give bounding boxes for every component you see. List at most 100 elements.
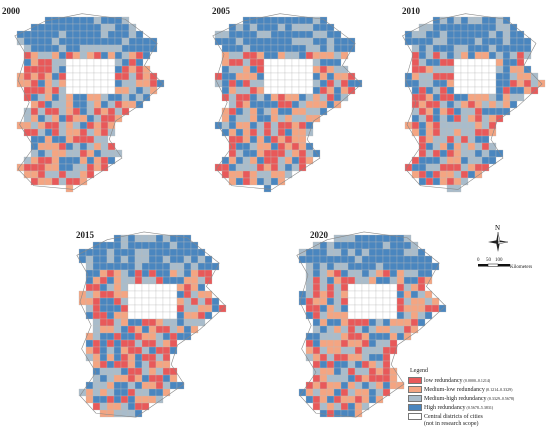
county-cell xyxy=(354,360,363,369)
county-cell xyxy=(375,374,384,383)
county-cell xyxy=(340,318,349,327)
county-cell xyxy=(65,156,74,165)
county-cell xyxy=(134,381,143,390)
county-cell xyxy=(319,311,328,320)
county-cell xyxy=(155,241,164,250)
county-cell xyxy=(148,311,157,320)
county-cell xyxy=(319,16,328,25)
county-cell xyxy=(417,290,426,299)
county-cell xyxy=(270,65,279,74)
county-cell xyxy=(242,149,251,158)
county-cell xyxy=(263,65,272,74)
county-cell xyxy=(23,163,32,172)
region-map xyxy=(76,231,227,418)
county-cell xyxy=(93,37,102,46)
county-cell xyxy=(418,177,427,186)
county-cell xyxy=(86,86,95,95)
county-cell xyxy=(155,374,164,383)
county-cell xyxy=(375,395,384,404)
county-cell xyxy=(270,156,279,165)
county-cell xyxy=(58,177,67,186)
county-cell xyxy=(284,86,293,95)
county-cell xyxy=(347,255,356,264)
county-cell xyxy=(340,276,349,285)
county-cell xyxy=(99,262,108,271)
county-cell xyxy=(79,37,88,46)
county-cell xyxy=(474,51,483,60)
county-cell xyxy=(453,156,462,165)
county-cell xyxy=(495,37,504,46)
county-cell xyxy=(256,114,265,123)
county-cell xyxy=(190,325,199,334)
county-cell xyxy=(411,79,420,88)
county-cell xyxy=(221,79,230,88)
county-cell xyxy=(432,114,441,123)
county-cell xyxy=(30,51,39,60)
county-cell xyxy=(291,30,300,39)
county-cell xyxy=(242,37,251,46)
county-cell xyxy=(418,30,427,39)
county-cell xyxy=(135,65,144,74)
county-cell xyxy=(333,409,342,418)
county-cell xyxy=(425,79,434,88)
county-cell xyxy=(375,276,384,285)
county-cell xyxy=(481,86,490,95)
county-cell xyxy=(30,86,39,95)
county-cell xyxy=(305,107,314,116)
county-cell xyxy=(263,163,272,172)
county-cell xyxy=(86,170,95,179)
county-cell xyxy=(183,248,192,257)
county-cell xyxy=(425,23,434,32)
county-cell xyxy=(99,381,108,390)
county-cell xyxy=(312,283,321,292)
county-cell xyxy=(354,325,363,334)
county-cell xyxy=(319,248,328,257)
county-cell xyxy=(481,121,490,130)
legend-label: Medium-high redundancy xyxy=(424,395,487,402)
county-cell xyxy=(453,100,462,109)
county-cell xyxy=(432,79,441,88)
county-cell xyxy=(127,360,136,369)
county-cell xyxy=(403,262,412,271)
county-cell xyxy=(375,325,384,334)
county-cell xyxy=(72,65,81,74)
county-cell xyxy=(86,23,95,32)
county-cell xyxy=(530,79,539,88)
county-cell xyxy=(284,135,293,144)
county-cell xyxy=(242,72,251,81)
county-cell xyxy=(190,283,199,292)
county-cell xyxy=(249,30,258,39)
county-cell xyxy=(305,332,314,341)
county-cell xyxy=(439,51,448,60)
county-cell xyxy=(410,262,419,271)
county-cell xyxy=(277,114,286,123)
county-cell xyxy=(333,234,342,243)
county-cell xyxy=(312,107,321,116)
scale-tick: 0 xyxy=(477,258,480,263)
county-cell xyxy=(128,44,137,53)
county-cell xyxy=(93,107,102,116)
county-cell xyxy=(495,107,504,116)
county-cell xyxy=(368,276,377,285)
county-cell xyxy=(235,65,244,74)
county-cell xyxy=(418,107,427,116)
county-cell xyxy=(256,128,265,137)
county-cell xyxy=(424,290,433,299)
county-cell xyxy=(516,72,525,81)
county-cell xyxy=(410,325,419,334)
county-cell xyxy=(221,72,230,81)
county-cell xyxy=(298,79,307,88)
county-cell xyxy=(270,100,279,109)
county-cell xyxy=(516,51,525,60)
county-cell xyxy=(368,360,377,369)
county-cell xyxy=(249,170,258,179)
county-cell xyxy=(312,100,321,109)
county-cell xyxy=(85,283,94,292)
region-boundary xyxy=(402,13,543,190)
county-cell xyxy=(375,318,384,327)
county-cell xyxy=(183,262,192,271)
county-cell xyxy=(162,381,171,390)
county-cell xyxy=(92,311,101,320)
county-cell xyxy=(270,44,279,53)
county-cell xyxy=(37,37,46,46)
